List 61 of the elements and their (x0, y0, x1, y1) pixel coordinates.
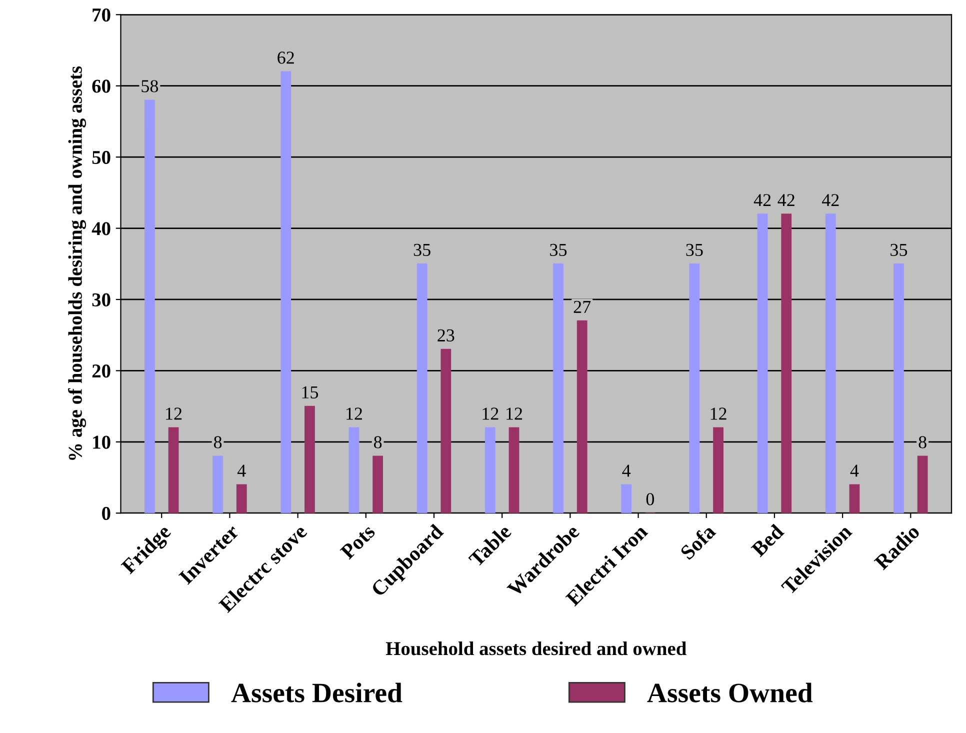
x-tick-label: Sofa (679, 522, 717, 560)
bar (440, 348, 452, 514)
bar (689, 263, 700, 514)
bar (416, 263, 428, 514)
y-tick-label: 60 (92, 80, 110, 93)
data-label: 23 (438, 329, 454, 342)
data-label: 35 (686, 244, 703, 256)
bar (168, 427, 179, 514)
y-tick-label: 10 (93, 436, 110, 449)
bar (917, 456, 928, 514)
bar (508, 427, 520, 514)
data-label: 12 (506, 408, 522, 420)
bar (576, 320, 588, 514)
bar (348, 427, 360, 514)
data-label: 8 (214, 436, 222, 448)
data-label: 35 (890, 244, 908, 256)
x-axis-title: Household assets desired and owned (386, 642, 686, 656)
data-label: 8 (374, 436, 382, 448)
y-tick-label: 30 (92, 293, 110, 306)
data-label: 58 (142, 80, 158, 92)
bar (713, 427, 724, 514)
bar (212, 456, 223, 514)
y-tick-label: 20 (92, 364, 110, 378)
data-label: 4 (850, 464, 859, 477)
data-label: 4 (237, 464, 246, 477)
bar (849, 484, 860, 514)
y-axis-title: % age of households desiring and owning assets (68, 66, 86, 460)
bar (825, 214, 836, 514)
y-tick-label: 70 (92, 8, 110, 22)
data-label: 35 (550, 244, 567, 256)
bar (621, 484, 632, 514)
data-label: 42 (754, 194, 771, 206)
bar (553, 263, 564, 514)
data-label: 8 (918, 436, 926, 448)
data-label: 12 (482, 408, 498, 420)
bar (144, 100, 155, 514)
data-label: 62 (278, 52, 294, 64)
x-tick-label: Pots (340, 524, 376, 560)
bar (781, 214, 792, 514)
data-label: 15 (302, 386, 318, 398)
bar (894, 263, 904, 514)
data-label: 35 (414, 244, 430, 256)
bar (484, 427, 496, 514)
legend-label: Assets Desired (231, 682, 402, 702)
data-label: 4 (622, 464, 631, 477)
bar (280, 71, 292, 514)
bar (757, 214, 768, 514)
data-label: 27 (574, 300, 591, 313)
y-tick-label: 50 (92, 150, 110, 164)
bar (304, 406, 315, 514)
data-label: 12 (166, 408, 182, 420)
data-label: 12 (346, 408, 362, 420)
bar (372, 456, 383, 514)
bar (236, 484, 247, 514)
data-label: 12 (710, 408, 726, 420)
y-tick-label: 40 (92, 222, 110, 236)
data-label: 42 (778, 194, 794, 206)
data-label: 42 (822, 194, 839, 206)
y-tick-label: 0 (102, 506, 110, 520)
data-label: 0 (646, 493, 654, 506)
legend-label: Assets Owned (647, 682, 813, 702)
